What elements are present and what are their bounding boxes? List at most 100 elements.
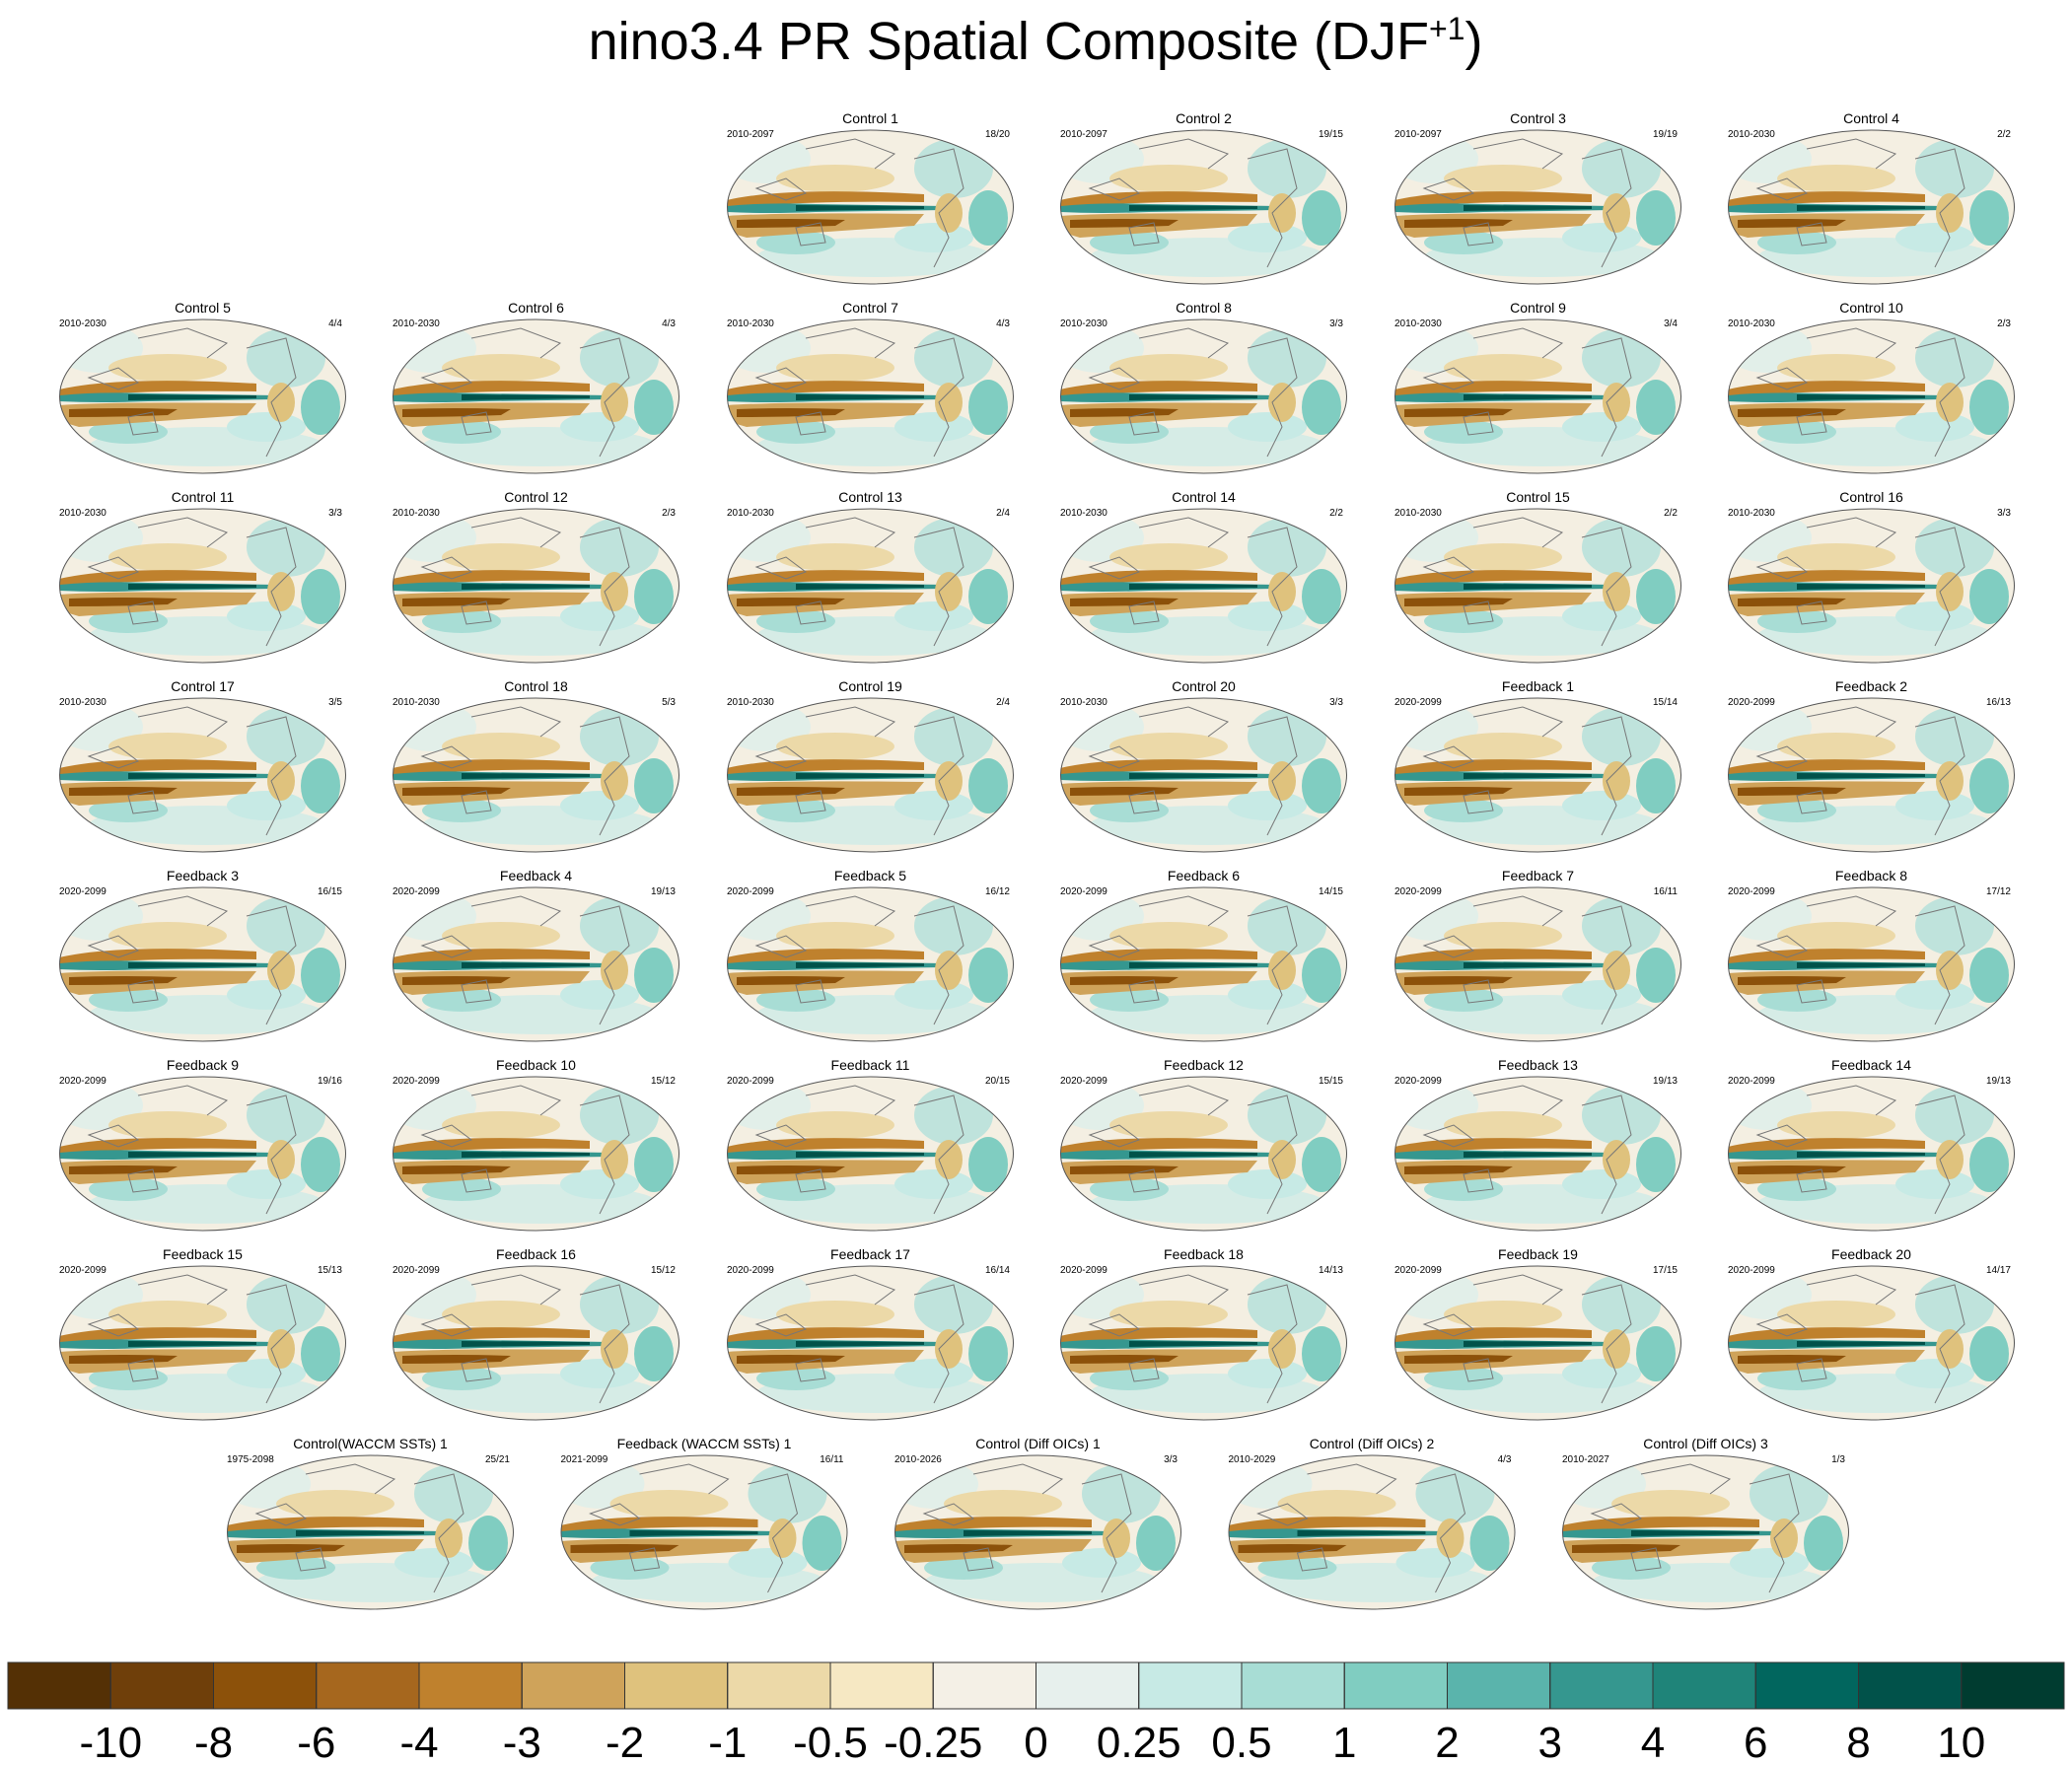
map-panel: Control 14 2010-2030 2/2 xyxy=(1055,489,1347,664)
colorbar-box xyxy=(1343,1661,1448,1710)
panel-count: 5/3 xyxy=(662,697,676,708)
map-panel: Feedback 18 2020-2099 14/13 xyxy=(1055,1246,1347,1421)
map-panel: Control 4 2010-2030 2/2 xyxy=(1723,110,2015,285)
map-panel: Feedback 20 2020-2099 14/17 xyxy=(1723,1246,2015,1421)
panel-count: 16/13 xyxy=(1986,697,2011,708)
panel-title: Feedback 5 xyxy=(834,868,906,883)
colorbar-box xyxy=(1549,1661,1654,1710)
panel-title: Feedback 14 xyxy=(1831,1057,1911,1073)
colorbar-box xyxy=(521,1661,625,1710)
panel-period: 2010-2030 xyxy=(59,697,107,708)
panel-count: 2/2 xyxy=(1997,129,2011,140)
panel-count: 1/3 xyxy=(1831,1454,1845,1465)
map xyxy=(1390,129,1681,285)
map xyxy=(54,697,346,853)
colorbar-box xyxy=(932,1661,1036,1710)
panel-period: 2020-2099 xyxy=(1728,886,1775,897)
map xyxy=(1723,1265,2015,1421)
map xyxy=(54,1076,346,1232)
panel-period: 2010-2030 xyxy=(1060,318,1107,329)
panel-title: Feedback (WACCM SSTs) 1 xyxy=(617,1436,792,1451)
panel-count: 2/3 xyxy=(1997,318,2011,329)
panel-count: 17/15 xyxy=(1653,1265,1678,1276)
colorbar-label: 0 xyxy=(1024,1719,1047,1765)
panel-count: 14/17 xyxy=(1986,1265,2011,1276)
panel-count: 16/15 xyxy=(318,886,342,897)
panel-period: 2020-2099 xyxy=(1060,1265,1107,1276)
panel-period: 2010-2030 xyxy=(59,318,107,329)
panel-title: Control 12 xyxy=(504,489,568,505)
panel-count: 19/19 xyxy=(1653,129,1678,140)
panel-count: 3/3 xyxy=(328,508,342,519)
map xyxy=(722,697,1014,853)
map-panel: Control 3 2010-2097 19/19 xyxy=(1390,110,1681,285)
panel-count: 15/14 xyxy=(1653,697,1678,708)
map xyxy=(388,1265,679,1421)
map-panel: Feedback 19 2020-2099 17/15 xyxy=(1390,1246,1681,1421)
panel-title: Control 10 xyxy=(1839,300,1903,316)
colorbar-label: 10 xyxy=(1937,1719,1985,1765)
colorbar-box xyxy=(829,1661,934,1710)
panel-count: 16/14 xyxy=(985,1265,1010,1276)
panel-title: Feedback 17 xyxy=(830,1246,910,1262)
map-panel: Control(WACCM SSTs) 1 1975-2098 25/21 xyxy=(222,1436,514,1610)
colorbar-label: -0.25 xyxy=(884,1719,982,1765)
panel-period: 2010-2097 xyxy=(1394,129,1442,140)
panel-period: 2010-2030 xyxy=(393,508,440,519)
map xyxy=(1224,1454,1516,1610)
map-panel: Feedback 10 2020-2099 15/12 xyxy=(388,1057,679,1232)
panel-title: Control 9 xyxy=(1510,300,1566,316)
panel-title: Control 18 xyxy=(504,678,568,694)
map-panel: Control (Diff OICs) 3 2010-2027 1/3 xyxy=(1557,1436,1849,1610)
colorbar-box xyxy=(7,1661,111,1710)
panel-title: Control 19 xyxy=(838,678,902,694)
map-panel: Control 20 2010-2030 3/3 xyxy=(1055,678,1347,853)
panel-count: 17/12 xyxy=(1986,886,2011,897)
map-panel: Control (Diff OICs) 1 2010-2026 3/3 xyxy=(890,1436,1181,1610)
map xyxy=(1390,886,1681,1042)
map xyxy=(1723,508,2015,664)
panel-period: 2010-2030 xyxy=(1728,318,1775,329)
map xyxy=(890,1454,1181,1610)
colorbar-label: 1 xyxy=(1332,1719,1356,1765)
panel-count: 19/15 xyxy=(1319,129,1343,140)
panel-title: Control 1 xyxy=(842,110,898,126)
panel-period: 2020-2099 xyxy=(1394,1265,1442,1276)
panel-period: 2020-2099 xyxy=(393,886,440,897)
panel-period: 2010-2030 xyxy=(1060,697,1107,708)
colorbar-label: -10 xyxy=(79,1719,142,1765)
panel-title: Feedback 18 xyxy=(1164,1246,1244,1262)
map-panel: Control 11 2010-2030 3/3 xyxy=(54,489,346,664)
panel-title: Feedback 8 xyxy=(1835,868,1907,883)
map-panel: Control 18 2010-2030 5/3 xyxy=(388,678,679,853)
map-panel: Feedback 11 2020-2099 20/15 xyxy=(722,1057,1014,1232)
panel-count: 16/12 xyxy=(985,886,1010,897)
panel-period: 2010-2097 xyxy=(727,129,774,140)
colorbar-box xyxy=(109,1661,214,1710)
map xyxy=(1723,1076,2015,1232)
panel-count: 4/4 xyxy=(328,318,342,329)
map xyxy=(222,1454,514,1610)
colorbar-box xyxy=(1961,1661,2065,1710)
map xyxy=(1055,1076,1347,1232)
panel-title: Feedback 3 xyxy=(167,868,239,883)
panel-title: Feedback 1 xyxy=(1502,678,1574,694)
panel-count: 15/12 xyxy=(651,1076,676,1087)
map xyxy=(722,318,1014,474)
panel-period: 2020-2099 xyxy=(727,886,774,897)
panel-count: 2/2 xyxy=(1329,508,1343,519)
map-panel: Feedback 15 2020-2099 15/13 xyxy=(54,1246,346,1421)
panel-count: 2/3 xyxy=(662,508,676,519)
panel-title: Control 13 xyxy=(838,489,902,505)
panel-period: 2020-2099 xyxy=(1060,1076,1107,1087)
map-panel: Control (Diff OICs) 2 2010-2029 4/3 xyxy=(1224,1436,1516,1610)
panel-title: Control(WACCM SSTs) 1 xyxy=(293,1436,448,1451)
colorbar-label: 2 xyxy=(1435,1719,1459,1765)
panel-period: 2020-2099 xyxy=(1394,697,1442,708)
panel-count: 15/15 xyxy=(1319,1076,1343,1087)
panel-period: 2010-2029 xyxy=(1229,1454,1276,1465)
panel-title: Feedback 10 xyxy=(496,1057,576,1073)
panel-count: 18/20 xyxy=(985,129,1010,140)
panel-count: 20/15 xyxy=(985,1076,1010,1087)
